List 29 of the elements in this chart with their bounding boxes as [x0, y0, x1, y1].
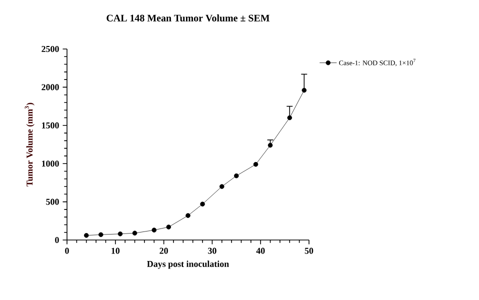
x-tick-label: 10	[112, 248, 120, 254]
point	[152, 228, 157, 232]
point	[132, 230, 138, 236]
y-tick-label: 0	[55, 236, 59, 244]
point	[253, 162, 258, 167]
point	[84, 233, 89, 238]
point	[200, 202, 205, 206]
y-axis-title: Tumor Volume (mm$^{3}$)	[24, 102, 34, 186]
point	[166, 224, 172, 230]
point	[268, 142, 273, 148]
point	[287, 115, 292, 120]
x-tick-label: 0	[65, 248, 69, 254]
point	[219, 184, 224, 189]
point	[118, 231, 123, 236]
x-tick-label: 40	[256, 248, 265, 254]
x-tick-label: 20	[160, 248, 168, 254]
y-tick-label: 1000	[42, 160, 59, 167]
x-tick-label: 50	[304, 248, 314, 254]
point	[98, 232, 104, 238]
point	[302, 88, 307, 93]
chart-title: CAL 148 Mean Tumor Volume ± SEM	[106, 14, 270, 22]
x-axis-title: Days post inoculation	[147, 260, 229, 269]
x-tick-label: 30	[208, 248, 216, 254]
y-tick-label: 2000	[42, 84, 59, 90]
y-tick-label: 500	[46, 198, 59, 205]
point	[234, 173, 239, 178]
point	[186, 213, 190, 218]
y-tick-label: 2500	[42, 46, 59, 52]
y-tick-label: 1500	[42, 122, 59, 128]
